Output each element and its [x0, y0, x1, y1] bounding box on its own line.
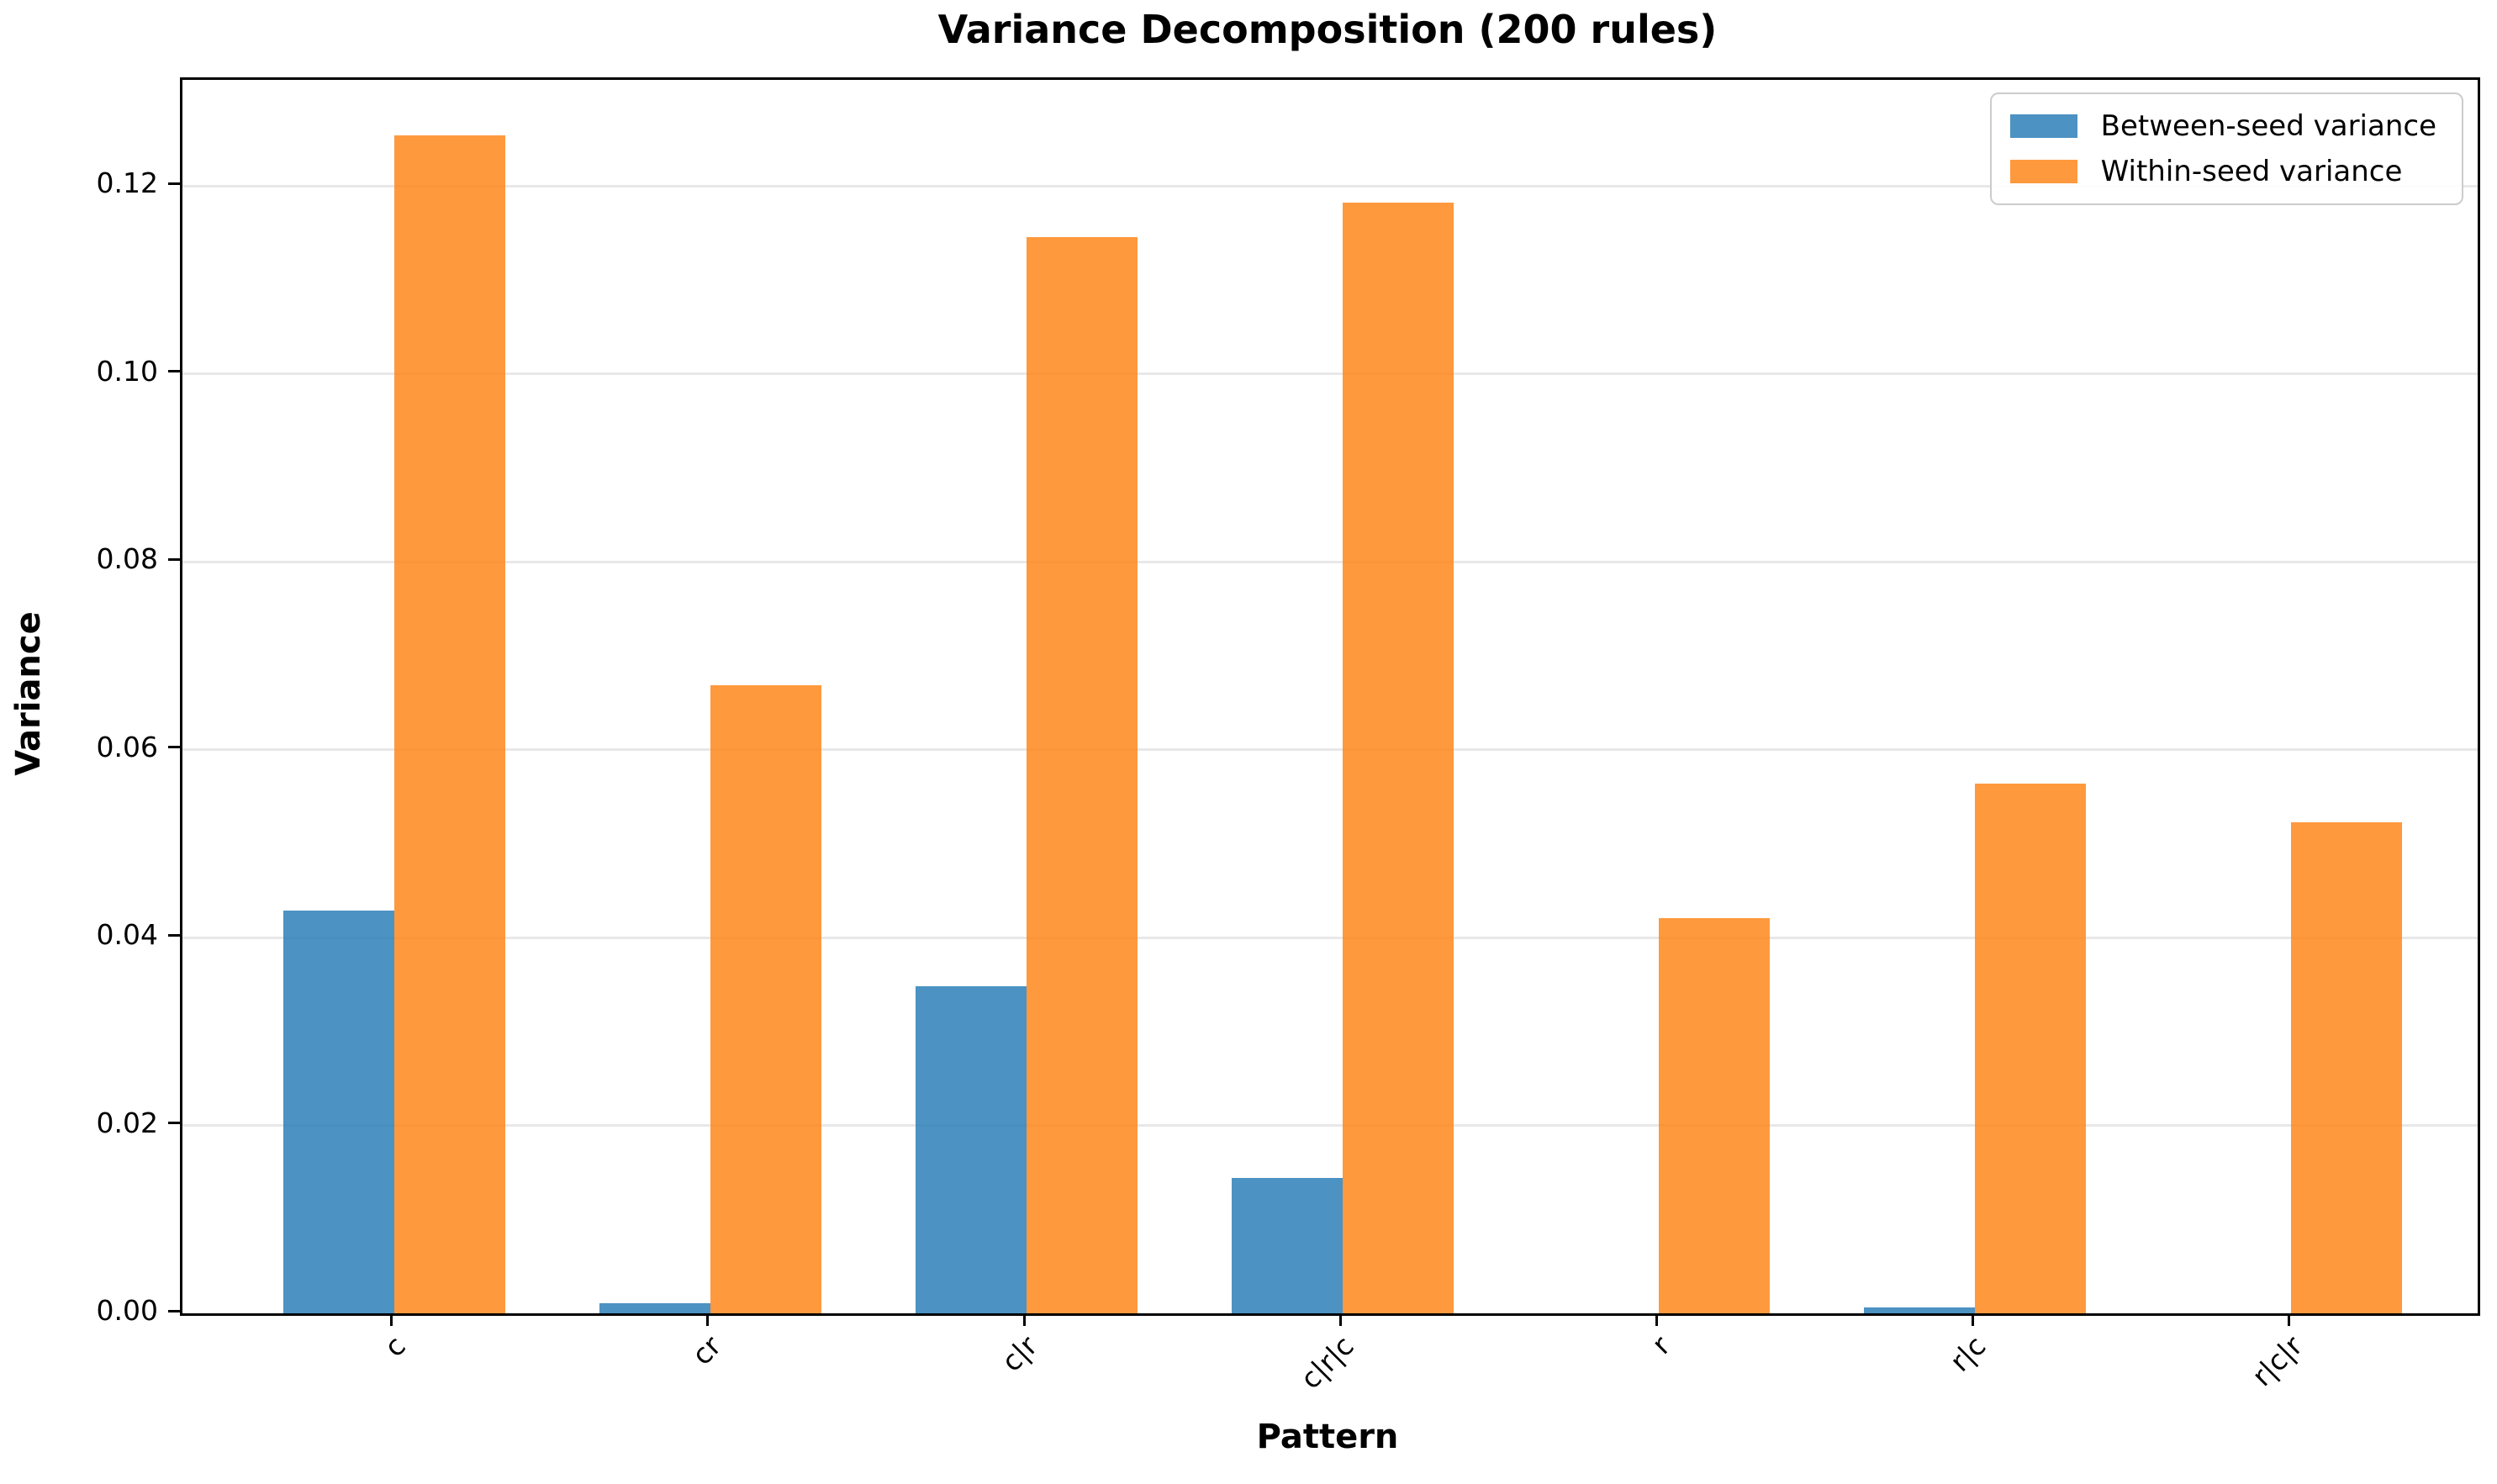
x-tick-label: r|c: [1943, 1329, 1993, 1378]
bar-between-seed-cr: [599, 1302, 710, 1313]
y-tick-label: 0.00: [96, 1294, 158, 1327]
x-tick-mark: [1338, 1313, 1342, 1326]
gridline: [182, 1124, 2478, 1128]
y-tick-label: 0.12: [96, 166, 158, 200]
bar-within-seed-r|c|r: [2291, 821, 2402, 1313]
gridline: [182, 560, 2478, 563]
y-tick-label: 0.04: [96, 918, 158, 952]
legend-item: Between-seed variance: [2009, 109, 2436, 143]
legend-swatch-between-seed: [2009, 114, 2077, 138]
y-tick-label: 0.06: [96, 730, 158, 763]
x-tick-mark: [706, 1313, 710, 1326]
y-tick-mark: [168, 933, 180, 937]
chart-title: Variance Decomposition (200 rules): [937, 7, 1718, 52]
x-tick-label: c|r|c: [1294, 1329, 1360, 1396]
y-tick-label: 0.10: [96, 354, 158, 388]
gridline: [182, 184, 2478, 187]
bar-between-seed-c|r: [916, 986, 1027, 1313]
x-tick-mark: [1971, 1313, 1974, 1326]
legend-item: Within-seed variance: [2009, 155, 2436, 188]
x-tick-label: c|r: [995, 1329, 1044, 1378]
x-tick-label: r|c|r: [2245, 1329, 2309, 1393]
y-tick-mark: [168, 370, 180, 373]
legend-label: Between-seed variance: [2100, 109, 2436, 143]
legend: Between-seed variance Within-seed varian…: [1989, 92, 2463, 205]
x-tick-mark: [390, 1313, 393, 1326]
y-tick-mark: [168, 746, 180, 749]
x-tick-label: c: [377, 1329, 412, 1364]
x-tick-mark: [1655, 1313, 1658, 1326]
x-tick-label: cr: [685, 1329, 728, 1372]
y-tick-label: 0.08: [96, 542, 158, 576]
gridline: [182, 936, 2478, 939]
y-tick-mark: [168, 182, 180, 185]
plot-area: [180, 77, 2480, 1316]
x-tick-mark: [1022, 1313, 1026, 1326]
y-tick-label: 0.02: [96, 1106, 158, 1139]
x-axis-label: Pattern: [1256, 1418, 1399, 1456]
bar-between-seed-c|r|c: [1232, 1178, 1344, 1313]
bar-within-seed-r: [1659, 917, 1770, 1313]
bar-between-seed-c: [283, 910, 394, 1313]
bar-within-seed-cr: [710, 684, 821, 1313]
bar-within-seed-c: [393, 135, 505, 1313]
bar-within-seed-c|r|c: [1343, 203, 1454, 1313]
y-tick-mark: [168, 557, 180, 561]
y-tick-mark: [168, 1309, 180, 1312]
legend-label: Within-seed variance: [2100, 155, 2403, 188]
x-tick-mark: [2287, 1313, 2290, 1326]
bar-within-seed-r|c: [1975, 783, 2086, 1313]
legend-swatch-within-seed: [2009, 160, 2077, 183]
gridline: [182, 748, 2478, 752]
y-tick-mark: [168, 1122, 180, 1125]
x-tick-label: r: [1644, 1329, 1676, 1361]
bar-within-seed-c|r: [1027, 236, 1138, 1313]
bar-between-seed-r|c: [1864, 1307, 1976, 1313]
gridline: [182, 372, 2478, 376]
